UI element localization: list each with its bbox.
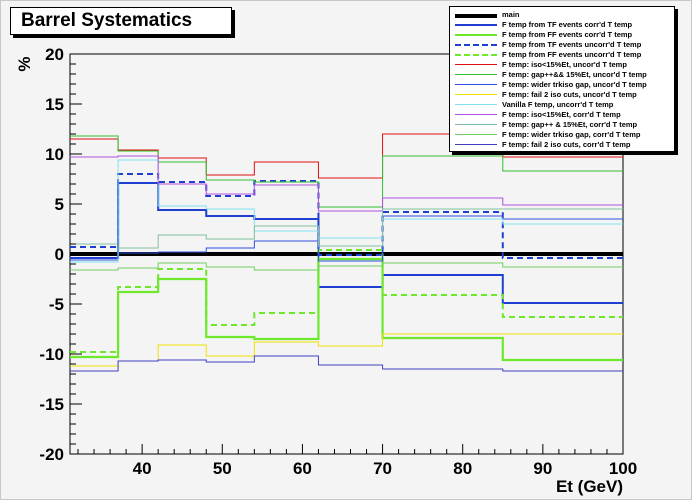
legend-swatch (455, 74, 497, 75)
legend-label: F temp: wider trkiso gap, corr'd T temp (502, 130, 641, 139)
legend-label: main (502, 10, 520, 19)
legend-entry: F temp from FF events uncorr'd T temp (450, 50, 676, 60)
legend-swatch (455, 14, 497, 18)
series-line-7 (70, 215, 623, 262)
y-tick-label: 0 (55, 245, 64, 264)
legend-label: F temp: fail 2 iso cuts, corr'd T temp (502, 140, 631, 149)
legend-swatch (455, 84, 497, 85)
series-line-9 (70, 159, 623, 263)
y-tick-label: -15 (39, 395, 64, 414)
series-line-5 (70, 133, 623, 179)
legend-entry: F temp: gap++ & 15%Et, corr'd T temp (450, 120, 676, 130)
x-tick-label: 60 (293, 459, 312, 478)
legend-label: F temp: iso<15%Et, uncor'd T temp (502, 60, 627, 69)
legend-entry: main (450, 10, 676, 20)
y-tick-label: -20 (39, 445, 64, 464)
legend: main F temp from TF events corr'd T temp F… (449, 6, 675, 152)
legend-swatch (455, 94, 497, 95)
x-tick-label: 90 (533, 459, 552, 478)
legend-entry: F temp: wider trkiso gap, corr'd T temp (450, 130, 676, 140)
series-line-13 (70, 355, 623, 372)
title-box: Barrel Systematics (10, 7, 232, 35)
series-line-3 (70, 173, 623, 259)
legend-label: F temp from TF events uncorr'd T temp (502, 40, 642, 49)
legend-label: F temp from FF events corr'd T temp (502, 30, 633, 39)
legend-swatch (455, 124, 497, 125)
legend-swatch (455, 24, 497, 26)
legend-label: F temp: gap++ & 15%Et, corr'd T temp (502, 120, 638, 129)
x-tick-label: 100 (609, 459, 637, 478)
y-tick-label: -10 (39, 345, 64, 364)
series-line-10 (70, 155, 623, 212)
legend-swatch (455, 134, 497, 135)
series-line-12 (70, 262, 623, 271)
legend-label: F temp: gap++&& 15%Et, uncor'd T temp (502, 70, 647, 79)
legend-swatch (455, 114, 497, 115)
y-tick-label: 10 (45, 145, 64, 164)
legend-entry: F temp: wider trkiso gap, uncor'd T temp (450, 80, 676, 90)
legend-entry: F temp: fail 2 iso cuts, corr'd T temp (450, 140, 676, 150)
legend-entry: F temp: gap++&& 15%Et, uncor'd T temp (450, 70, 676, 80)
legend-entry: F temp: iso<15%Et, uncor'd T temp (450, 60, 676, 70)
legend-swatch (455, 104, 497, 105)
legend-entry: F temp from FF events corr'd T temp (450, 30, 676, 40)
legend-swatch (455, 54, 497, 56)
y-axis-label: % (15, 56, 34, 71)
x-axis-label: Et (GeV) (556, 477, 623, 496)
series-line-4 (70, 249, 623, 353)
series-line-2 (70, 257, 623, 362)
legend-label: F temp from TF events corr'd T temp (502, 20, 633, 29)
legend-label: F temp from FF events uncorr'd T temp (502, 50, 642, 59)
y-tick-label: 15 (45, 95, 64, 114)
legend-swatch (455, 144, 497, 145)
legend-entry: F temp: iso<15%Et, corr'd T temp (450, 110, 676, 120)
x-tick-label: 80 (453, 459, 472, 478)
legend-label: F temp: fail 2 iso cuts, uncor'd T temp (502, 90, 637, 99)
chart-title: Barrel Systematics (21, 10, 193, 31)
y-tick-label: 20 (45, 45, 64, 64)
y-tick-label: 5 (55, 195, 64, 214)
legend-entry: F temp from TF events corr'd T temp (450, 20, 676, 30)
legend-swatch (455, 44, 497, 46)
legend-swatch (455, 34, 497, 36)
legend-entry: Vanilla F temp, uncorr'd T temp (450, 100, 676, 110)
legend-label: Vanilla F temp, uncorr'd T temp (502, 100, 614, 109)
legend-entry: F temp: fail 2 iso cuts, uncor'd T temp (450, 90, 676, 100)
series-line-6 (70, 135, 623, 208)
legend-label: F temp: iso<15%Et, corr'd T temp (502, 110, 621, 119)
legend-label: F temp: wider trkiso gap, uncor'd T temp (502, 80, 647, 89)
x-tick-label: 40 (133, 459, 152, 478)
x-tick-label: 70 (373, 459, 392, 478)
legend-swatch (455, 64, 497, 65)
y-tick-label: -5 (49, 295, 64, 314)
legend-entry: F temp from TF events uncorr'd T temp (450, 40, 676, 50)
series-line-11 (70, 208, 623, 249)
x-tick-label: 50 (213, 459, 232, 478)
